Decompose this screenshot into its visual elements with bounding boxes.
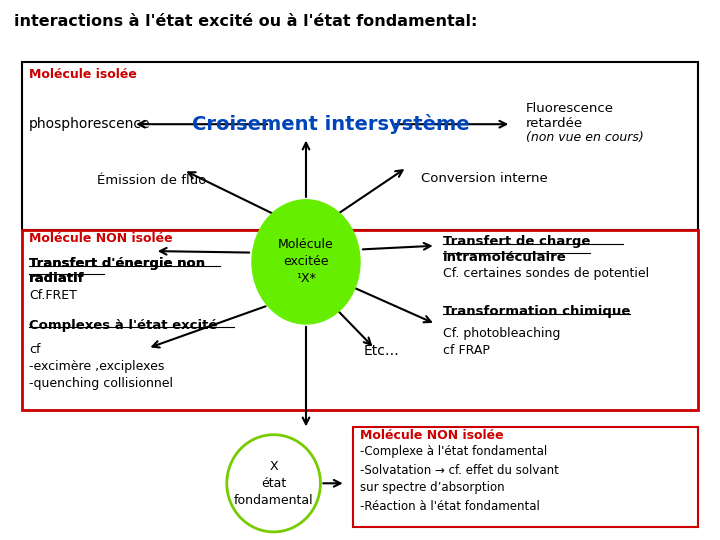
Text: Complexes à l'état excité: Complexes à l'état excité xyxy=(29,319,217,332)
Text: Transfert d'énergie non
radiatif: Transfert d'énergie non radiatif xyxy=(29,256,205,286)
Text: cf
-excimère ,exciplexes
-quenching collisionnel: cf -excimère ,exciplexes -quenching coll… xyxy=(29,343,173,390)
Text: Etc…: Etc… xyxy=(364,344,400,358)
Text: -Complexe à l'état fondamental
-Solvatation → cf. effet du solvant
sur spectre d: -Complexe à l'état fondamental -Solvatat… xyxy=(360,446,559,512)
Text: Molécule
excitée
¹X*: Molécule excitée ¹X* xyxy=(278,238,334,286)
Text: Transfert de charge
intramoléculaire: Transfert de charge intramoléculaire xyxy=(443,235,590,264)
Text: Croisement intersystème: Croisement intersystème xyxy=(192,114,470,134)
Bar xyxy=(22,230,698,410)
Ellipse shape xyxy=(252,200,360,324)
Ellipse shape xyxy=(227,435,320,532)
Text: Molécule NON isolée: Molécule NON isolée xyxy=(29,232,172,245)
Text: phosphorescence: phosphorescence xyxy=(29,117,150,131)
Text: Fluorescence
retardée: Fluorescence retardée xyxy=(526,102,613,130)
Text: Cf. photobleaching
cf FRAP: Cf. photobleaching cf FRAP xyxy=(443,327,560,357)
Text: Molécule isolée: Molécule isolée xyxy=(29,68,137,80)
Text: Transformation chimique: Transformation chimique xyxy=(443,305,630,318)
Text: interactions à l'état excité ou à l'état fondamental:: interactions à l'état excité ou à l'état… xyxy=(14,14,478,29)
Text: Molécule NON isolée: Molécule NON isolée xyxy=(360,429,503,442)
Text: (non vue en cours): (non vue en cours) xyxy=(526,131,644,144)
Text: Émission de fluo: Émission de fluo xyxy=(97,174,207,187)
Text: Conversion interne: Conversion interne xyxy=(421,172,548,185)
Bar xyxy=(353,427,698,526)
Bar xyxy=(22,62,698,230)
Text: X
état
fondamental: X état fondamental xyxy=(234,460,313,507)
Text: Cf.FRET: Cf.FRET xyxy=(29,289,76,302)
Text: Cf. certaines sondes de potentiel: Cf. certaines sondes de potentiel xyxy=(443,267,649,280)
Text: Transfert d'énergie non
radiatif: Transfert d'énergie non radiatif xyxy=(29,256,205,286)
